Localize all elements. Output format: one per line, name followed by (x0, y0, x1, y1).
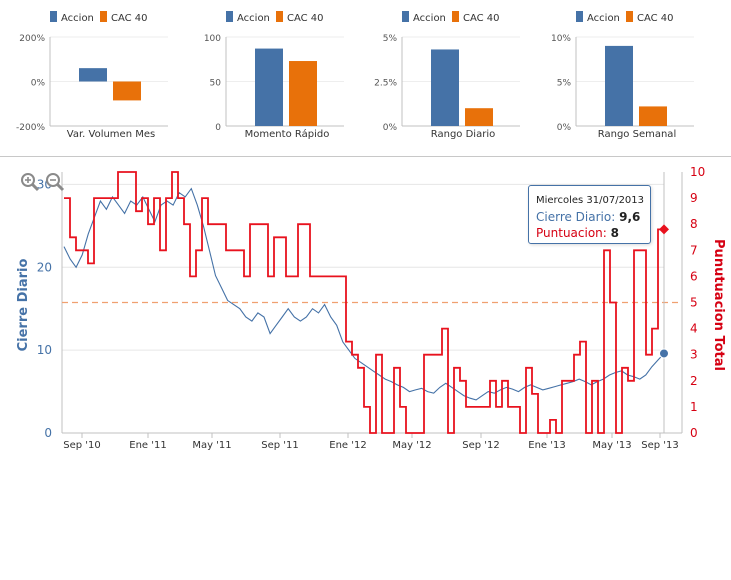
tooltip-row-puntuacion: Puntuacion: 8 (536, 226, 620, 240)
bar-accion (431, 49, 459, 126)
x-tick-label: Ene '11 (129, 440, 166, 451)
bar-cac40 (113, 81, 141, 101)
mini-chart-label: Rango Diario (431, 129, 495, 140)
bar-accion (605, 45, 633, 126)
mini-tick-label: 10% (551, 34, 571, 44)
mini-chart-1: Accion CAC 40 200% 0% -200% Var. Volumen Mes (0, 0, 170, 150)
mini-chart-svg: Accion CAC 40 100 50 0 Momento Rápido (204, 11, 344, 140)
mini-tick-label: 100 (204, 34, 221, 44)
mini-tick-label: -200% (16, 123, 45, 133)
legend-swatch-cac40 (100, 11, 107, 22)
mini-tick-label: 5% (557, 79, 572, 89)
y-right-axis-title: Punutuacion Total (711, 239, 726, 371)
bar-accion (79, 68, 107, 82)
x-tick-label: Sep '12 (462, 440, 500, 451)
tooltip-row-cierre: Cierre Diario: 9,6 (536, 210, 641, 224)
series-cierre-diario-line (63, 187, 665, 401)
y-right-tick-label: 1 (690, 400, 698, 414)
legend-label-accion: Accion (587, 13, 620, 24)
legend-swatch-accion (402, 11, 409, 22)
x-tick-label: Sep '10 (63, 440, 101, 451)
mini-chart-3: Accion CAC 40 5% 2.5% 0% Rango Diario (352, 0, 522, 150)
mini-chart-2: Accion CAC 40 100 50 0 Momento Rápido (176, 0, 346, 150)
legend-swatch-accion (576, 11, 583, 22)
legend-label-accion: Accion (237, 13, 270, 24)
section-divider (0, 156, 731, 157)
point-puntuacion (659, 224, 669, 235)
x-tick-label: Ene '12 (329, 440, 366, 451)
y-right-tick-label: 2 (690, 374, 698, 388)
legend-label-accion: Accion (61, 13, 94, 24)
legend-label-cac40: CAC 40 (111, 13, 148, 24)
tooltip-value-puntuacion: 8 (610, 226, 620, 240)
zoom-in-icon[interactable] (20, 172, 40, 192)
point-cierre-diario (659, 348, 669, 359)
legend-label-accion: Accion (413, 13, 446, 24)
mini-tick-label: 0% (383, 123, 398, 133)
mini-chart-svg: Accion CAC 40 5% 2.5% 0% Rango Diario (374, 11, 520, 140)
mini-chart-svg: Accion CAC 40 200% 0% -200% Var. Volumen Mes (16, 11, 168, 140)
y-left-tick-label: 10 (37, 343, 52, 357)
y-right-tick-label: 5 (690, 296, 698, 310)
mini-tick-label: 2.5% (374, 79, 397, 89)
chart-tooltip: Miercoles 31/07/2013 Cierre Diario: 9,6 … (528, 185, 651, 244)
x-tick-label: Ene '13 (528, 440, 565, 451)
mini-tick-label: 0% (31, 79, 46, 89)
y-left-axis-title: Cierre Diario (16, 259, 31, 352)
mini-chart-label: Var. Volumen Mes (67, 129, 155, 140)
y-right-tick-label: 4 (690, 322, 698, 336)
tooltip-value-cierre: 9,6 (619, 210, 641, 224)
y-left-tick-label: 20 (37, 260, 52, 274)
x-tick-label: May '13 (592, 440, 631, 451)
mini-chart-svg: Accion CAC 40 10% 5% 0% Rango Semanal (551, 11, 694, 140)
legend-swatch-cac40 (626, 11, 633, 22)
mini-tick-label: 5% (383, 34, 398, 44)
y-left-tick-label: 0 (44, 426, 52, 440)
bar-cac40 (289, 61, 317, 126)
mini-chart-4: Accion CAC 40 10% 5% 0% Rango Semanal (526, 0, 696, 150)
bar-accion (255, 48, 283, 126)
y-right-tick-label: 10 (690, 165, 705, 179)
mini-chart-label: Rango Semanal (598, 129, 676, 140)
legend-swatch-cac40 (452, 11, 459, 22)
series-puntuacion-line (64, 171, 664, 434)
mini-tick-label: 0% (557, 123, 572, 133)
y-right-tick-label: 8 (690, 217, 698, 231)
y-right-tick-label: 0 (690, 426, 698, 440)
y-right-tick-label: 3 (690, 348, 698, 362)
tooltip-date: Miercoles 31/07/2013 (536, 195, 645, 206)
legend-label-cac40: CAC 40 (463, 13, 500, 24)
legend-swatch-cac40 (276, 11, 283, 22)
mini-chart-label: Momento Rápido (245, 128, 330, 140)
legend-swatch-accion (50, 11, 57, 22)
x-tick-label: May '11 (192, 440, 231, 451)
mini-tick-label: 50 (210, 79, 222, 89)
y-right-tick-label: 9 (690, 191, 698, 205)
y-right-tick-label: 7 (690, 243, 698, 257)
x-tick-label: Sep '11 (261, 440, 299, 451)
bar-cac40 (639, 106, 667, 126)
x-tick-label: Sep '13 (641, 440, 679, 451)
legend-label-cac40: CAC 40 (637, 13, 674, 24)
y-right-tick-label: 6 (690, 269, 698, 283)
x-tick-label: May '12 (392, 440, 431, 451)
mini-tick-label: 200% (19, 34, 45, 44)
mini-tick-label: 0 (215, 123, 221, 133)
legend-swatch-accion (226, 11, 233, 22)
bar-cac40 (465, 108, 493, 126)
zoom-out-icon[interactable] (45, 172, 65, 192)
legend-label-cac40: CAC 40 (287, 13, 324, 24)
